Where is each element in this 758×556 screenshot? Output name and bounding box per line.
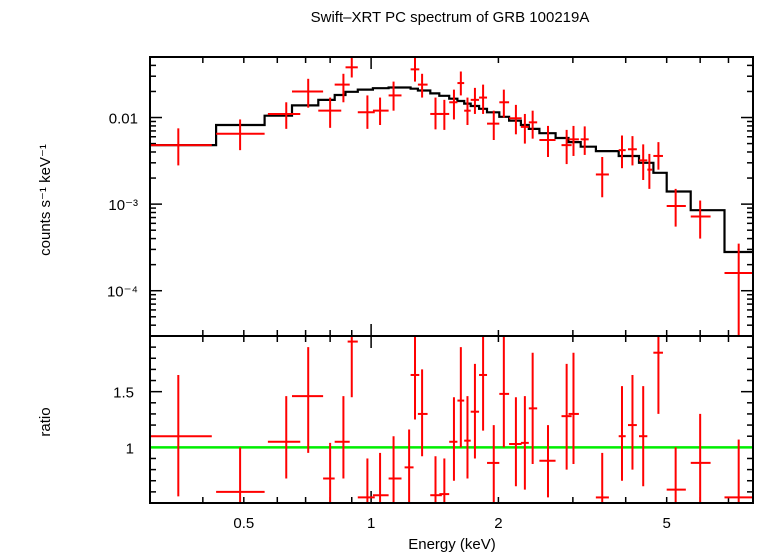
spectrum-data-point: [724, 243, 753, 336]
spectrum-data-point: [334, 73, 350, 103]
ratio-y-tick-label: 1.5: [113, 385, 134, 402]
x-tick-label: 2: [494, 515, 502, 532]
spectrum-data-point: [479, 84, 488, 114]
ratio-data-point: [388, 436, 402, 503]
ratio-data-point: [439, 458, 450, 503]
chart-title: Swift–XRT PC spectrum of GRB 100219A: [311, 9, 590, 26]
spectrum-data-point: [216, 119, 265, 151]
ratio-data-point: [449, 397, 458, 481]
spectrum-y-tick-label: 0.01: [109, 111, 138, 128]
spectrum-y-tick-label: 10⁻⁴: [107, 284, 138, 301]
spectrum-data-point: [457, 71, 465, 96]
spectrum-data-point: [439, 99, 450, 130]
ratio-data-point: [150, 374, 212, 497]
x-tick-label: 0.5: [233, 515, 254, 532]
spectrum-data-point: [561, 129, 572, 165]
spectrum-axis-ticks: 0.01 10⁻³ 10⁻⁴: [107, 56, 754, 337]
spectrum-data-point: [410, 57, 420, 82]
ratio-data-point: [457, 347, 465, 448]
ratio-data-point: [690, 413, 711, 503]
spectrum-data-point: [627, 136, 637, 166]
ratio-data-point: [216, 447, 265, 503]
ratio-data-point: [479, 336, 488, 431]
ratio-data-point: [724, 439, 753, 503]
ratio-data-point: [509, 397, 522, 487]
spectrum-data-point: [388, 81, 402, 111]
spectrum-panel: 0.01 10⁻³ 10⁻⁴: [107, 56, 754, 337]
spectrum-data-point: [318, 97, 342, 128]
ratio-data-point: [291, 347, 324, 453]
ratio-data-point: [323, 442, 335, 503]
ratio-data-point: [334, 396, 350, 479]
spectrum-data-point: [690, 200, 711, 239]
spectrum-y-axis-label: counts s⁻¹ keV⁻¹: [37, 144, 54, 256]
ratio-data-point: [347, 336, 358, 398]
ratio-data-point: [470, 363, 480, 459]
ratio-data-point: [487, 425, 500, 503]
spectrum-data-point: [528, 110, 538, 139]
ratio-panel: 1 1.5 0.5 1 2 5: [113, 335, 754, 532]
spectrum-data-point: [417, 73, 428, 98]
spectrum-data-point: [638, 144, 648, 180]
ratio-data-point: [561, 363, 572, 470]
ratio-data-point: [430, 456, 442, 503]
ratio-data-point: [539, 425, 556, 498]
model-step-line: [150, 86, 753, 254]
spectrum-data-point: [568, 125, 579, 156]
spectrum-data-point: [653, 142, 663, 170]
ratio-data-point: [267, 396, 301, 479]
x-axis-label: Energy (keV): [408, 536, 496, 553]
ratio-data-point: [666, 447, 686, 503]
spectrum-data-point: [618, 135, 626, 169]
ratio-data-point: [618, 386, 626, 481]
spectrum-data-point: [449, 89, 458, 120]
ratio-data-point: [595, 452, 609, 503]
spectrum-data-point: [595, 157, 609, 198]
spectrum-data-point: [372, 97, 389, 125]
spectrum-data-point: [539, 125, 556, 158]
ratio-data-point: [653, 336, 663, 414]
ratio-data-point: [464, 396, 471, 479]
spectrum-y-tick-label: 10⁻³: [108, 197, 138, 214]
ratio-y-tick-label: 1: [126, 440, 134, 457]
ratio-data-point: [410, 336, 420, 420]
ratio-data-point: [638, 386, 648, 487]
spectrum-data-point: [470, 87, 480, 114]
spectrum-data-point: [520, 113, 529, 144]
spectrum-data-points: [150, 57, 753, 336]
spectrum-data-point: [499, 89, 510, 118]
ratio-data-point: [520, 396, 529, 490]
ratio-frame: [149, 335, 754, 504]
ratio-data-points: [150, 336, 753, 503]
ratio-data-point: [404, 429, 414, 503]
x-tick-label: 5: [663, 515, 671, 532]
spectrum-data-point: [464, 97, 471, 125]
ratio-data-point: [372, 452, 389, 503]
spectrum-data-point: [345, 57, 358, 78]
ratio-data-point: [627, 374, 637, 470]
ratio-data-point: [499, 336, 510, 448]
spectrum-data-point: [267, 102, 301, 129]
spectrum-data-point: [666, 188, 686, 227]
ratio-data-point: [568, 352, 579, 465]
spectrum-data-point: [291, 78, 324, 108]
ratio-data-point: [357, 458, 375, 503]
spectrum-data-point: [150, 128, 212, 166]
ratio-data-point: [417, 369, 428, 457]
spectrum-data-point: [357, 95, 375, 129]
model-curve: [150, 86, 753, 254]
ratio-y-axis-label: ratio: [37, 407, 54, 436]
spectrum-data-point: [487, 110, 500, 141]
spectrum-data-point: [580, 126, 589, 155]
spectrum-data-point: [647, 153, 653, 189]
spectrum-data-point: [509, 104, 522, 135]
ratio-data-point: [528, 352, 538, 465]
x-tick-label: 1: [367, 515, 375, 532]
